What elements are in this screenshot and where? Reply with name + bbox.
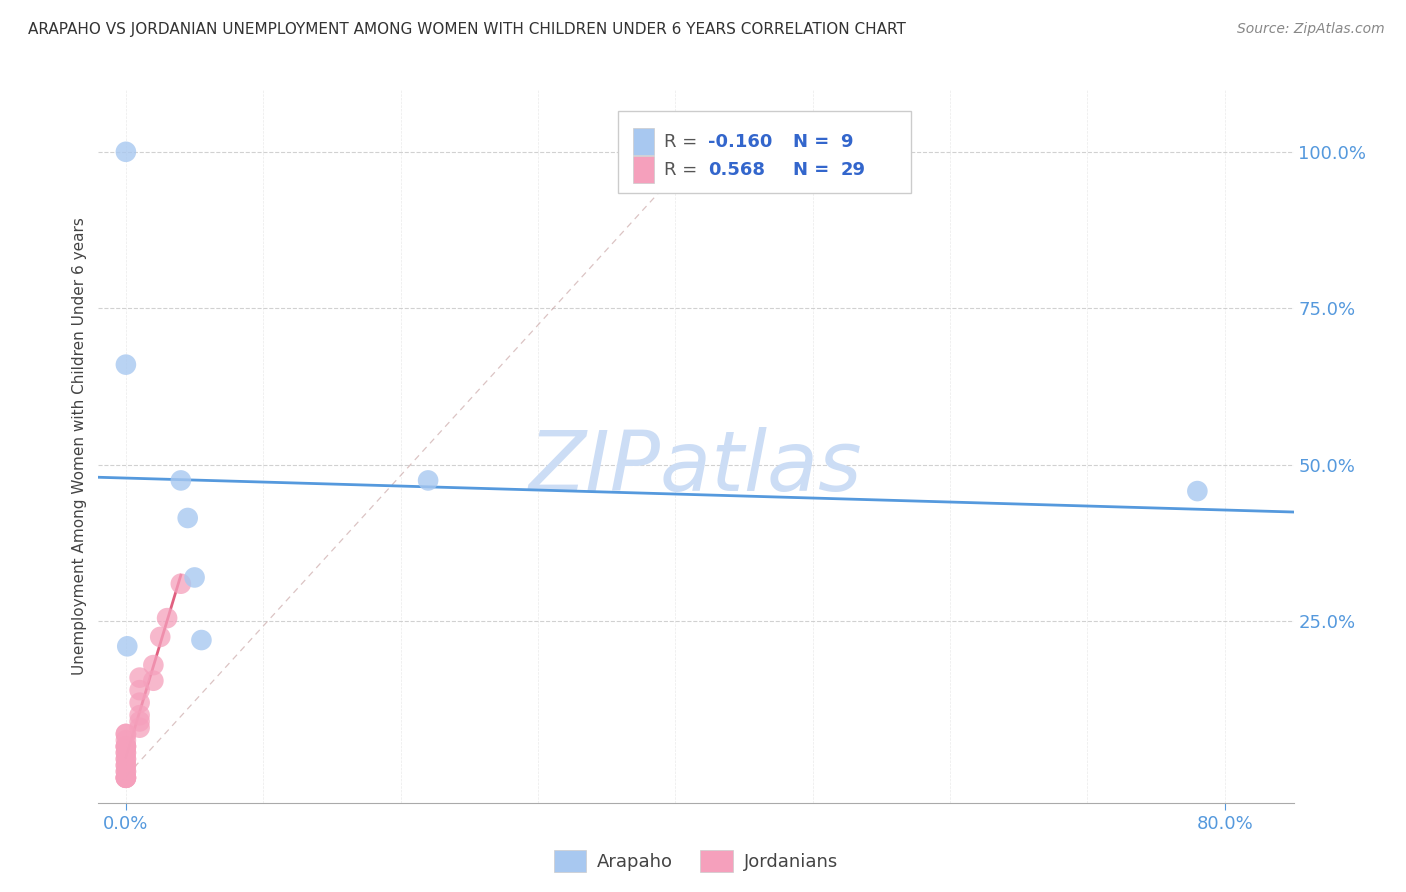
Point: [115, 739, 138, 754]
Point: [115, 733, 138, 747]
Point: [115, 752, 138, 766]
Point: [115, 771, 138, 785]
Point: [170, 474, 193, 488]
Point: [149, 630, 172, 644]
Point: [117, 640, 139, 654]
Point: [190, 633, 212, 648]
Text: 9: 9: [841, 133, 853, 151]
Y-axis label: Unemployment Among Women with Children Under 6 years: Unemployment Among Women with Children U…: [72, 217, 87, 675]
Text: R =: R =: [664, 161, 709, 178]
Point: [142, 673, 165, 688]
FancyBboxPatch shape: [619, 111, 911, 193]
Point: [1187, 484, 1209, 499]
Point: [115, 771, 138, 785]
Point: [115, 771, 138, 785]
Point: [156, 611, 179, 625]
Point: [115, 739, 138, 754]
Point: [128, 696, 150, 710]
Text: ARAPAHO VS JORDANIAN UNEMPLOYMENT AMONG WOMEN WITH CHILDREN UNDER 6 YEARS CORREL: ARAPAHO VS JORDANIAN UNEMPLOYMENT AMONG …: [28, 22, 905, 37]
Point: [183, 570, 205, 584]
Point: [115, 746, 138, 760]
Point: [115, 746, 138, 760]
Text: R =: R =: [664, 133, 703, 151]
Point: [115, 739, 138, 754]
Point: [115, 758, 138, 772]
Point: [177, 511, 200, 525]
Point: [128, 683, 150, 698]
Point: [128, 714, 150, 729]
Point: [128, 671, 150, 685]
Point: [115, 764, 138, 779]
Text: -0.160: -0.160: [709, 133, 772, 151]
FancyBboxPatch shape: [633, 156, 654, 183]
Legend: Arapaho, Jordanians: Arapaho, Jordanians: [547, 843, 845, 880]
Text: 29: 29: [841, 161, 866, 178]
Point: [115, 358, 138, 372]
Point: [115, 771, 138, 785]
Point: [115, 145, 138, 159]
FancyBboxPatch shape: [633, 128, 654, 155]
Text: ZIPatlas: ZIPatlas: [529, 427, 863, 508]
Text: N =: N =: [793, 161, 835, 178]
Point: [128, 708, 150, 723]
Text: N =: N =: [793, 133, 835, 151]
Text: 0.568: 0.568: [709, 161, 765, 178]
Point: [115, 727, 138, 741]
Point: [416, 474, 439, 488]
Point: [128, 721, 150, 735]
Point: [115, 752, 138, 766]
Point: [115, 764, 138, 779]
Point: [142, 658, 165, 673]
Point: [115, 727, 138, 741]
Point: [170, 576, 193, 591]
Text: Source: ZipAtlas.com: Source: ZipAtlas.com: [1237, 22, 1385, 37]
Point: [115, 758, 138, 772]
